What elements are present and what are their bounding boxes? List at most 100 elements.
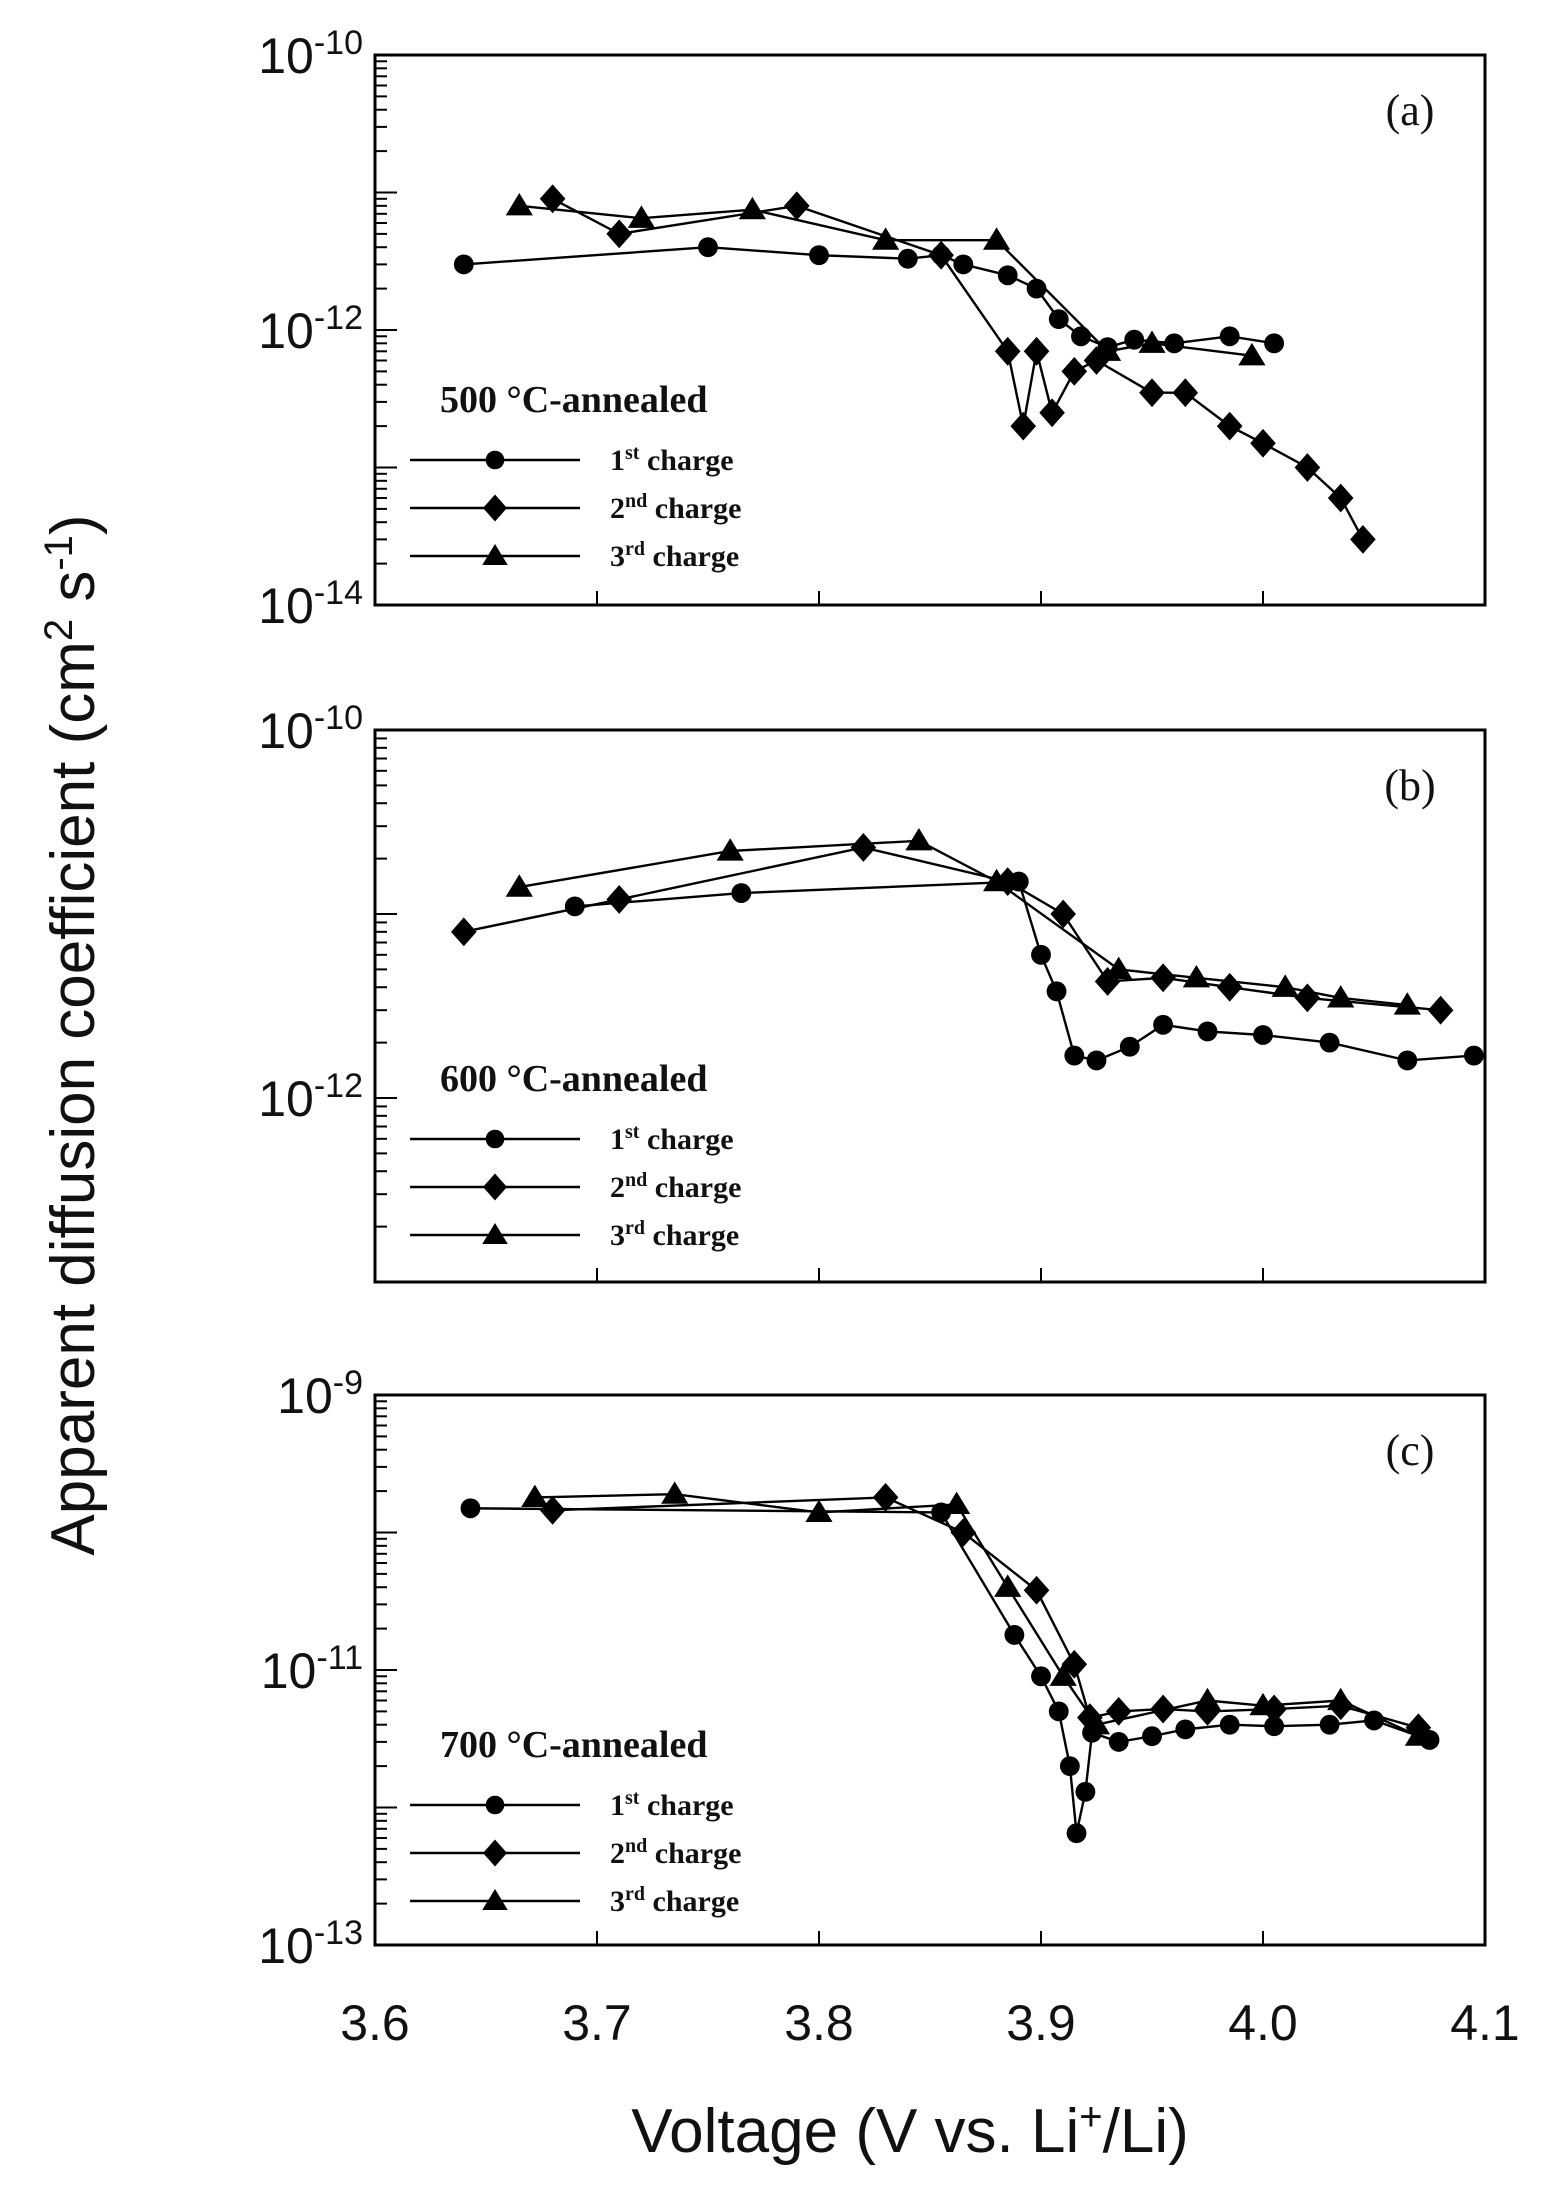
data-point [1046,981,1067,1002]
data-point [1172,378,1199,408]
y-tick-label: 10-11 [261,1639,363,1699]
data-point [1216,972,1243,1002]
data-point [1249,1692,1277,1716]
data-point [1108,1731,1129,1752]
legend-marker-circle [485,1129,505,1149]
data-point [1066,1823,1087,1844]
data-point [1327,985,1355,1008]
data-point [943,1491,971,1515]
data-point [983,227,1011,250]
legend: 500 °C-annealed 1st charge 2nd charge 3rd c… [410,379,741,573]
data-point [897,248,918,269]
data-point [1077,1703,1103,1733]
series-circle [453,237,1285,358]
data-point [872,1483,899,1512]
data-point [983,868,1011,892]
data-point [505,193,533,216]
data-point [738,196,766,220]
series-circle [460,1498,1440,1844]
data-point [1050,899,1076,929]
data-point [505,874,533,897]
legend-marker-diamond [483,1173,507,1201]
data-point [1105,956,1133,979]
data-point [994,1574,1022,1597]
data-point [1397,1050,1418,1071]
data-point [1010,411,1037,441]
data-point [805,1499,833,1523]
legend-label: 1st charge [610,1121,734,1156]
data-point [606,219,632,249]
data-point [784,191,810,221]
series-line [470,1507,1430,1834]
y-tick-label: 10-10 [258,24,363,84]
legend-marker-triangle [482,544,508,565]
data-point [1319,1032,1340,1053]
data-point [1164,333,1185,354]
data-point [1219,326,1240,347]
legend-label: 3rd charge [610,1883,739,1918]
data-point [627,205,655,228]
data-point [1319,1714,1340,1735]
data-point [1071,326,1091,347]
data-point [1153,1014,1174,1035]
data-point [1048,309,1069,330]
y-tick-label: 10-14 [258,574,363,634]
y-tick-label: 10-12 [258,1067,363,1127]
legend-title: 600 °C-annealed [440,1058,707,1100]
y-tick-label: 10-10 [258,699,363,759]
data-point [1138,330,1166,353]
data-point [1327,483,1354,513]
data-point [564,896,585,917]
data-point [809,245,829,266]
y-axis-title: Apparent diffusion coefficient (cm2 s-1) [37,514,108,1555]
data-point [1064,1045,1085,1066]
data-point [1082,1711,1111,1735]
data-point [905,827,933,851]
data-point [1463,1045,1484,1066]
legend-label: 1st charge [610,442,734,477]
data-point [1253,1025,1273,1045]
data-point [1264,1716,1285,1737]
data-point [1327,1687,1355,1711]
panels: 10-10 10-12 10-14 (a) 500 °C-annealed 1st cha… [258,24,1487,1974]
data-point [1238,342,1266,366]
series-line [574,880,1474,1062]
y-tick-label: 10-9 [277,1364,363,1424]
data-point [731,883,752,903]
legend-marker-diamond [483,1839,507,1867]
legend: 700 °C-annealed 1st charge 2nd charge 3rd c… [410,1724,741,1918]
x-tick-label: 3.8 [784,1995,854,2051]
data-point [1039,398,1065,428]
data-point [1023,1575,1050,1605]
data-point [1175,1719,1196,1740]
data-point [1264,333,1285,354]
data-point [451,917,477,947]
data-point [928,240,954,270]
data-point [1250,428,1276,458]
data-point [1139,378,1165,408]
data-point [1271,974,1299,997]
data-point [1427,995,1454,1025]
data-point [850,833,877,862]
data-point [997,265,1018,286]
data-point [1404,1723,1432,1746]
legend-label: 2nd charge [610,1169,741,1204]
data-point [698,237,718,258]
data-point [1393,992,1421,1015]
data-point [931,1502,952,1523]
plot-frame [373,728,1487,1284]
data-point [453,254,474,275]
legend-marker-circle [485,1795,505,1815]
data-point [606,885,632,914]
legend-label: 1st charge [610,1787,734,1822]
legend-marker-triangle [482,1889,508,1910]
series-line [534,1492,1419,1738]
panel-b: 10-10 10-12 (b) 600 °C-annealed 1st charge 2n… [258,699,1487,1284]
legend-title: 500 °C-annealed [440,379,707,421]
series-diamond [539,184,1376,554]
x-axis-title: Voltage (V vs. Li+/Li) [631,2095,1189,2166]
legend-label: 3rd charge [610,538,739,573]
series-line [519,839,1408,1007]
panel-a: 10-10 10-12 10-14 (a) 500 °C-annealed 1st cha… [258,24,1487,634]
